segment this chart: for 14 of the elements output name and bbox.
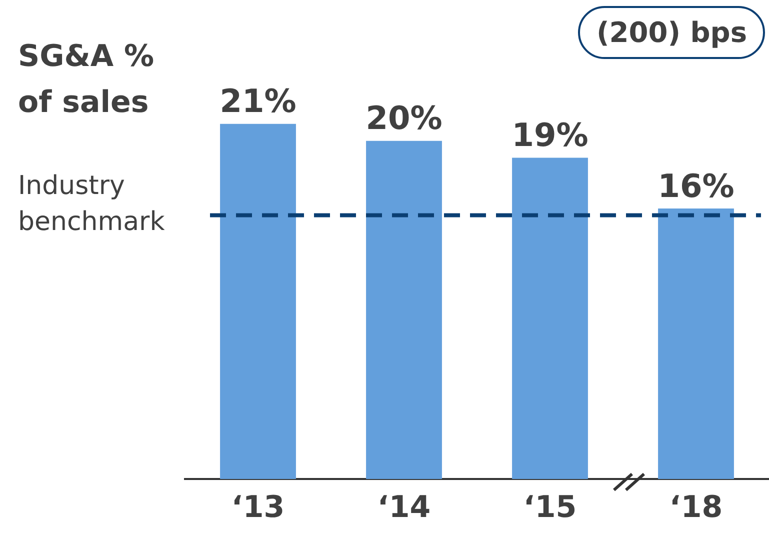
ref-line-label: Industry benchmark xyxy=(18,170,165,237)
x-tick-label: ‘14 xyxy=(377,490,431,525)
bar xyxy=(512,158,588,479)
bar xyxy=(658,208,734,479)
bar xyxy=(220,124,296,479)
x-tick-label: ‘13 xyxy=(231,490,285,525)
chart-title: SG&A % of sales xyxy=(18,38,156,122)
bar xyxy=(366,140,442,479)
data-label: 21% xyxy=(220,82,296,120)
x-tick-label: ‘15 xyxy=(523,490,577,525)
data-label: 16% xyxy=(658,166,734,205)
x-tick-label: ‘18 xyxy=(669,490,723,525)
data-label: 20% xyxy=(366,99,442,138)
data-label: 19% xyxy=(512,116,588,154)
